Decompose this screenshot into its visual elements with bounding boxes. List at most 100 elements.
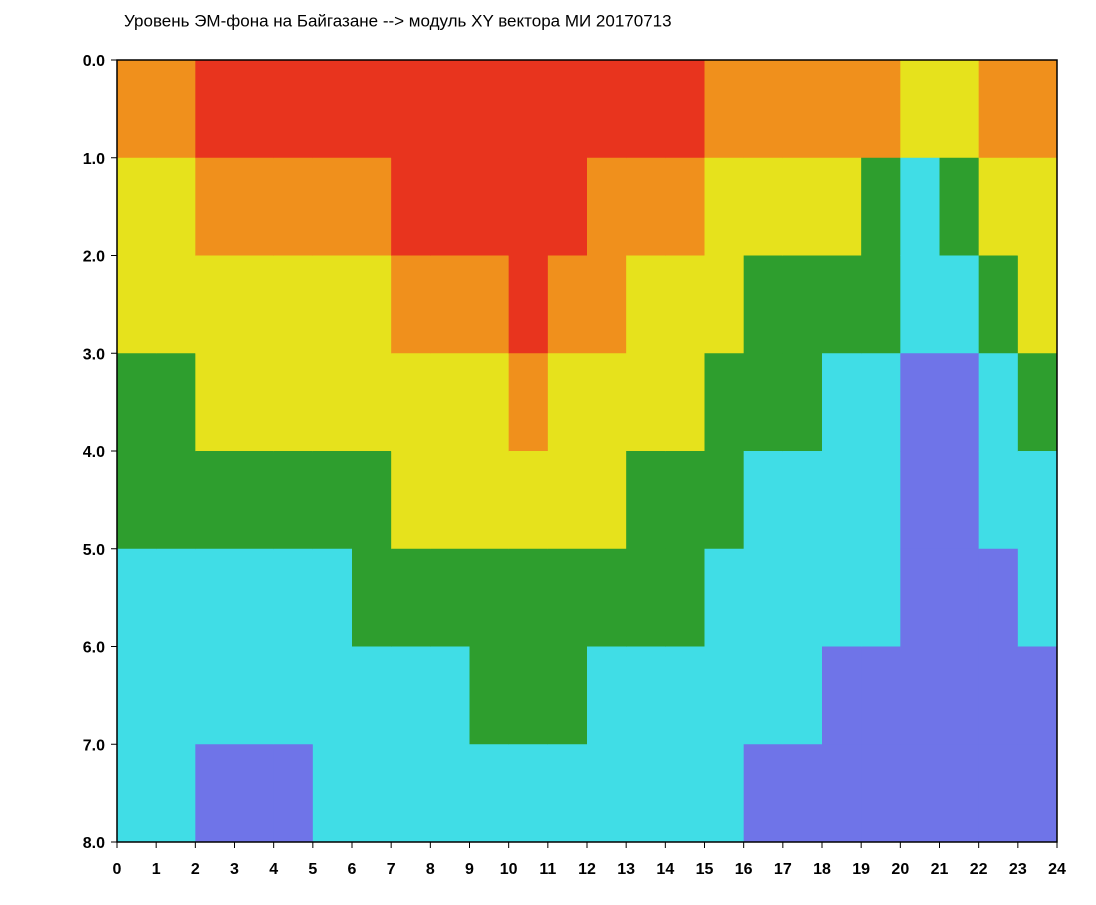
heat-cell	[939, 646, 980, 745]
heat-cell	[117, 255, 157, 354]
heat-cell	[156, 548, 196, 647]
x-tick-label: 2	[191, 861, 200, 878]
heat-cell	[312, 548, 353, 647]
heat-cell	[861, 157, 901, 256]
heat-cell	[469, 548, 510, 647]
heat-cell	[1017, 548, 1058, 647]
heat-cell	[939, 60, 980, 159]
heat-cell	[1017, 451, 1058, 550]
heat-cell	[939, 157, 980, 256]
heat-cell	[352, 353, 392, 452]
heat-cell	[195, 157, 235, 256]
heat-cell	[391, 451, 431, 550]
heat-cell	[352, 451, 392, 550]
x-tick-label: 12	[578, 861, 596, 878]
heat-cell	[743, 451, 784, 550]
heat-cell	[861, 548, 901, 647]
x-tick-label: 22	[970, 861, 988, 878]
heat-cell	[508, 646, 549, 745]
heat-cell	[117, 744, 157, 843]
heat-cell	[743, 157, 784, 256]
heat-cell	[743, 744, 784, 843]
heat-cell	[234, 60, 275, 159]
heat-cell	[430, 744, 470, 843]
heat-cell	[234, 353, 275, 452]
y-tick-label: 6.0	[83, 640, 105, 657]
heat-cell	[665, 353, 705, 452]
heat-cell	[156, 255, 196, 354]
heat-cell	[587, 353, 627, 452]
heat-cell	[1017, 157, 1058, 256]
heat-cell	[430, 255, 470, 354]
heat-cell	[508, 548, 549, 647]
heat-cell	[861, 646, 901, 745]
heat-cell	[195, 548, 235, 647]
heat-cell	[978, 548, 1019, 647]
heat-cell	[782, 157, 823, 256]
heat-cell	[822, 255, 862, 354]
heat-cell	[508, 451, 549, 550]
y-tick-label: 0.0	[83, 53, 105, 70]
x-tick-label: 3	[230, 861, 239, 878]
heat-cell	[978, 353, 1019, 452]
heat-cell	[861, 451, 901, 550]
heat-cell	[587, 255, 627, 354]
heat-cell	[587, 744, 627, 843]
heat-cell	[587, 646, 627, 745]
heat-cell	[782, 744, 823, 843]
heat-cell	[626, 157, 666, 256]
heat-cell	[234, 157, 275, 256]
heat-cell	[391, 157, 431, 256]
heat-cell	[352, 744, 392, 843]
x-tick-label: 14	[656, 861, 674, 878]
heat-cell	[1017, 60, 1058, 159]
heat-cell	[430, 60, 470, 159]
heat-cell	[704, 451, 745, 550]
heat-cell	[900, 548, 940, 647]
heat-cell	[822, 744, 862, 843]
x-tick-label: 16	[735, 861, 753, 878]
heat-cell	[195, 744, 235, 843]
heat-cell	[430, 157, 470, 256]
heat-cell	[939, 451, 980, 550]
x-tick-label: 15	[696, 861, 714, 878]
x-tick-label: 11	[539, 861, 556, 878]
heat-cell	[469, 157, 510, 256]
heat-cell	[117, 451, 157, 550]
heat-cell	[1017, 255, 1058, 354]
heat-cell	[665, 548, 705, 647]
heat-cell	[547, 744, 588, 843]
heat-cell	[312, 60, 353, 159]
heat-cell	[900, 646, 940, 745]
heat-cell	[352, 548, 392, 647]
heat-cell	[430, 353, 470, 452]
heat-cell	[665, 157, 705, 256]
heat-cell	[117, 646, 157, 745]
heat-cell	[391, 353, 431, 452]
heat-cell	[665, 646, 705, 745]
heat-cell	[273, 60, 314, 159]
x-tick-label: 4	[269, 861, 278, 878]
heat-cell	[312, 255, 353, 354]
x-tick-label: 23	[1009, 861, 1027, 878]
heat-cell	[469, 451, 510, 550]
y-tick-label: 8.0	[83, 835, 105, 852]
heat-cell	[978, 451, 1019, 550]
heat-cell	[900, 744, 940, 843]
heat-cell	[704, 255, 745, 354]
x-tick-label: 5	[308, 861, 317, 878]
heat-cell	[195, 60, 235, 159]
heat-cell	[547, 157, 588, 256]
heat-cell	[234, 744, 275, 843]
heat-cell	[430, 548, 470, 647]
x-tick-label: 8	[426, 861, 435, 878]
heat-cell	[587, 157, 627, 256]
heat-cell	[312, 451, 353, 550]
heat-cell	[665, 451, 705, 550]
heat-cell	[939, 744, 980, 843]
heat-cell	[312, 157, 353, 256]
heat-cell	[469, 255, 510, 354]
y-tick-label: 4.0	[83, 444, 105, 461]
heat-cell	[195, 646, 235, 745]
